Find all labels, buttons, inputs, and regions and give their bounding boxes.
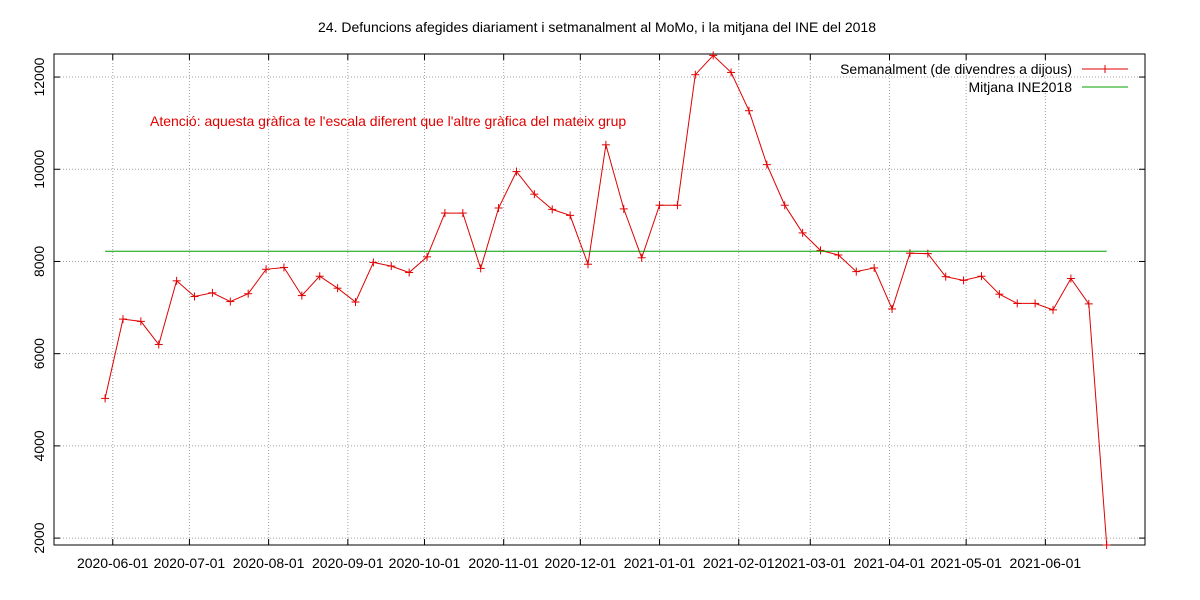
chart-title: 24. Defuncions afegides diariament i set…: [318, 19, 876, 35]
data-point: [315, 272, 324, 281]
data-point: [190, 292, 199, 301]
data-point: [655, 201, 664, 210]
y-tick-label: 12000: [31, 57, 47, 96]
x-tick-label: 2020-08-01: [233, 555, 305, 571]
data-point: [1049, 305, 1058, 314]
legend-label-weekly: Semanalment (de divendres a dijous): [840, 61, 1072, 77]
data-point: [405, 268, 414, 277]
data-point: [208, 288, 217, 297]
legend: Semanalment (de divendres a dijous) Mitj…: [840, 61, 1128, 95]
data-point: [691, 70, 700, 79]
data-point: [959, 276, 968, 285]
x-tick-label: 2021-06-01: [1010, 555, 1082, 571]
data-point: [172, 276, 181, 285]
legend-label-ine: Mitjana INE2018: [968, 79, 1072, 95]
data-point: [673, 201, 682, 210]
data-point: [369, 258, 378, 267]
x-tick-label: 2021-05-01: [930, 555, 1002, 571]
data-point: [995, 290, 1004, 299]
data-point: [977, 272, 986, 281]
data-point: [888, 304, 897, 313]
x-tick-label: 2020-09-01: [312, 555, 384, 571]
data-point: [566, 211, 575, 220]
x-tick-label: 2021-01-01: [624, 555, 696, 571]
data-point: [423, 252, 432, 261]
x-tick-label: 2021-02-01: [703, 555, 775, 571]
data-point: [727, 68, 736, 77]
data-point: [834, 251, 843, 260]
axes: [53, 53, 1146, 546]
data-point: [530, 190, 539, 199]
data-point: [798, 228, 807, 237]
series-layer: [101, 51, 1111, 549]
data-point: [512, 167, 521, 176]
data-point: [709, 51, 718, 60]
data-point: [118, 315, 127, 324]
data-point: [476, 264, 485, 273]
y-tick-label: 8000: [31, 246, 47, 277]
data-point: [780, 201, 789, 210]
data-point: [297, 291, 306, 300]
y-tick-label: 6000: [31, 338, 47, 369]
y-tick-label: 4000: [31, 430, 47, 461]
data-point: [744, 106, 753, 115]
data-point: [154, 340, 163, 349]
data-point: [101, 394, 110, 403]
data-point: [226, 297, 235, 306]
x-tick-label: 2021-04-01: [854, 555, 926, 571]
data-point: [440, 209, 449, 218]
data-point: [387, 262, 396, 271]
tick-labels: 2000 4000 6000 8000 10000 12000 2020-06-01 2020…: [31, 57, 1081, 571]
data-point: [637, 253, 646, 262]
data-point: [279, 263, 288, 272]
y-tick-label: 2000: [31, 522, 47, 553]
data-point: [351, 298, 360, 307]
y-tick-label: 10000: [31, 150, 47, 189]
chart-annotation: Atenció: aquesta gràfica te l'escala dif…: [150, 113, 626, 129]
data-point: [905, 249, 914, 258]
x-tick-label: 2020-06-01: [77, 555, 149, 571]
data-point: [816, 246, 825, 255]
data-point: [262, 265, 271, 274]
data-point: [941, 272, 950, 281]
data-point: [584, 260, 593, 269]
data-point: [601, 140, 610, 149]
data-point: [1102, 541, 1111, 549]
data-point: [1084, 299, 1093, 308]
grid: [54, 54, 1145, 545]
data-point: [494, 203, 503, 212]
data-point: [136, 317, 145, 326]
data-point: [762, 160, 771, 169]
data-point: [870, 263, 879, 272]
data-point: [244, 289, 253, 298]
data-point: [458, 209, 467, 218]
data-point: [333, 284, 342, 293]
data-point: [619, 204, 628, 213]
data-point: [1066, 274, 1075, 283]
x-tick-label: 2020-10-01: [389, 555, 461, 571]
data-point: [1031, 299, 1040, 308]
data-point: [852, 267, 861, 276]
x-tick-label: 2020-12-01: [545, 555, 617, 571]
data-point: [1013, 299, 1022, 308]
x-tick-label: 2021-03-01: [774, 555, 846, 571]
plot-frame: [53, 53, 1146, 546]
x-tick-label: 2020-07-01: [154, 555, 226, 571]
x-tick-label: 2020-11-01: [468, 555, 539, 571]
data-point: [548, 205, 557, 214]
